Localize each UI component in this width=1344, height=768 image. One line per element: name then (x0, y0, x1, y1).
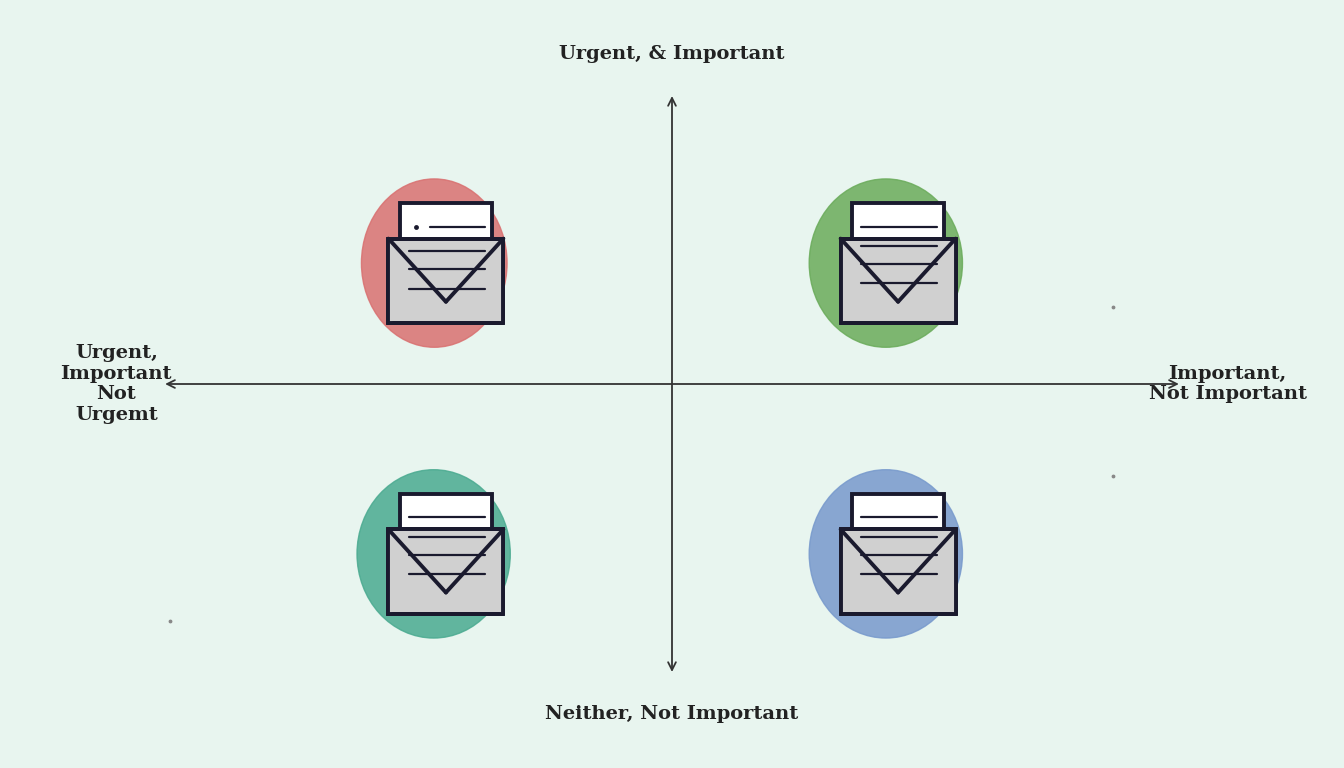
Polygon shape (840, 239, 898, 323)
Polygon shape (898, 239, 956, 323)
Text: Urgent,
Important
Not
Urgemt: Urgent, Important Not Urgemt (60, 344, 172, 424)
Ellipse shape (362, 179, 507, 347)
Text: Important,
Not Important: Important, Not Important (1149, 365, 1306, 403)
Polygon shape (388, 529, 446, 614)
Bar (401, 203, 492, 310)
Polygon shape (446, 529, 504, 614)
Bar (852, 494, 943, 601)
Bar (852, 203, 943, 310)
Bar (840, 239, 956, 323)
Bar (840, 529, 956, 614)
Ellipse shape (809, 470, 962, 638)
Text: Neither, Not Important: Neither, Not Important (546, 705, 798, 723)
Polygon shape (840, 529, 898, 614)
Text: Urgent, & Important: Urgent, & Important (559, 45, 785, 63)
Bar (401, 494, 492, 601)
Bar (388, 529, 504, 614)
Polygon shape (446, 239, 504, 323)
Polygon shape (898, 529, 956, 614)
Polygon shape (388, 239, 446, 323)
Bar (388, 239, 504, 323)
Ellipse shape (809, 179, 962, 347)
Ellipse shape (358, 470, 511, 638)
